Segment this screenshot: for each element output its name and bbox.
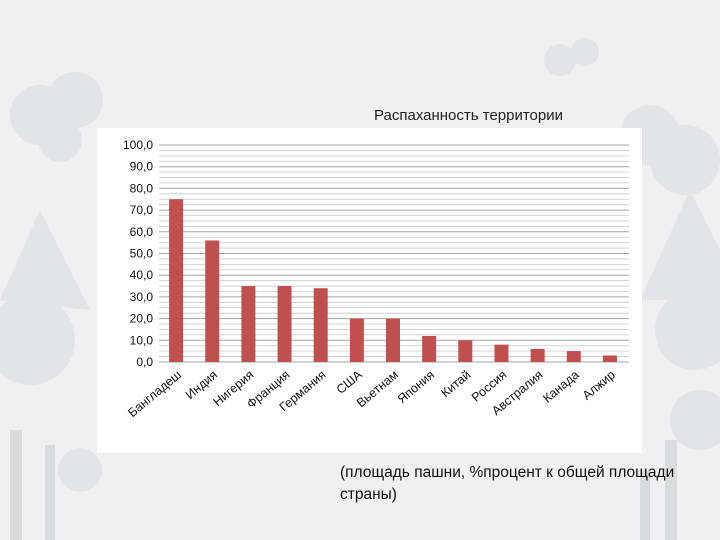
- bar-10: [494, 344, 509, 362]
- x-category-label: Япония: [395, 368, 437, 407]
- bar-5: [313, 288, 328, 362]
- bar-9: [458, 340, 473, 362]
- y-tick-label: 40,0: [130, 268, 154, 282]
- y-tick-label: 50,0: [130, 247, 154, 261]
- y-axis-ticks: 0,0 10,0 20,0 30,0 40,0 50,0 60,0 70,0 80,0 90,0 1…: [123, 138, 153, 369]
- bar-13: [602, 355, 617, 362]
- y-tick-label: 100,0: [123, 138, 153, 152]
- bar-chart: 0,0 10,0 20,0 30,0 40,0 50,0 60,0 70,0 80,0 90,0 1…: [123, 138, 629, 420]
- y-tick-label: 70,0: [130, 203, 154, 217]
- y-tick-label: 60,0: [130, 225, 154, 239]
- bar-2: [205, 240, 220, 362]
- chart-caption: (площадь пашни, %процент к общей площади…: [340, 464, 675, 503]
- chart-panel: 0,0 10,0 20,0 30,0 40,0 50,0 60,0 70,0 80,0 90,0 1…: [97, 128, 642, 453]
- bar-4: [277, 286, 292, 362]
- y-tick-label: 0,0: [136, 355, 153, 369]
- bar-3: [241, 286, 256, 362]
- grid-lines: [159, 144, 629, 363]
- bars: [169, 199, 617, 362]
- x-category-label: Бангладеш: [125, 368, 184, 420]
- y-tick-label: 90,0: [130, 160, 154, 174]
- y-tick-label: 10,0: [130, 333, 154, 347]
- bar-1: [169, 199, 184, 362]
- x-category-label: Алжир: [580, 368, 618, 403]
- bar-12: [566, 351, 581, 362]
- x-category-label: США: [334, 367, 366, 397]
- x-category-label: Канада: [540, 368, 581, 406]
- slide-title: Распаханность территории: [374, 107, 564, 124]
- y-tick-label: 20,0: [130, 312, 154, 326]
- y-tick-label: 80,0: [130, 181, 154, 195]
- bar-6: [349, 318, 364, 362]
- bar-8: [422, 335, 437, 362]
- x-category-label: Китай: [438, 368, 473, 400]
- bar-7: [386, 318, 400, 362]
- y-tick-label: 30,0: [130, 290, 154, 304]
- bar-11: [530, 348, 545, 362]
